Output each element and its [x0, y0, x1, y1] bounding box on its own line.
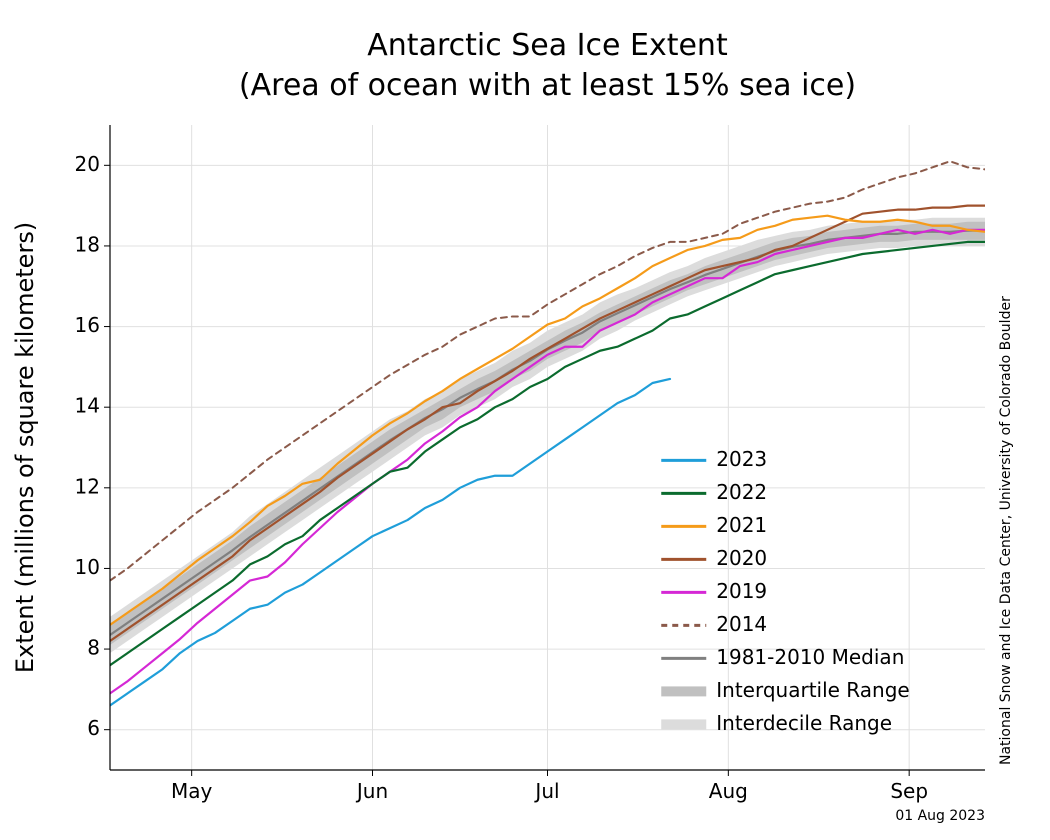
chart-container: 6 8 10 12 14 16 18 20 May Jun Jul Aug Sep Antarctic S… [0, 0, 1050, 840]
credit-text: National Snow and Ice Data Center, Unive… [998, 296, 1014, 765]
date-stamp: 01 Aug 2023 [895, 808, 985, 824]
y-tick-label: 20 [75, 152, 100, 176]
y-tick-label: 16 [75, 313, 100, 337]
chart-bg [0, 0, 1050, 840]
x-tick-label: Aug [709, 779, 748, 803]
y-tick-label: 14 [75, 394, 100, 418]
chart-title-line2: (Area of ocean with at least 15% sea ice… [239, 68, 856, 103]
legend-label: 2014 [716, 612, 767, 636]
legend-label: Interdecile Range [716, 711, 892, 735]
y-axis-label: Extent (millions of square kilometers) [11, 222, 39, 673]
chart-title-line1: Antarctic Sea Ice Extent [367, 28, 728, 63]
chart-svg: 6 8 10 12 14 16 18 20 May Jun Jul Aug Sep Antarctic S… [0, 0, 1050, 840]
y-tick-label: 6 [87, 716, 100, 740]
y-tick-label: 12 [75, 474, 100, 498]
y-tick-label: 8 [87, 636, 100, 660]
legend-label: Interquartile Range [716, 678, 909, 702]
legend-label: 1981-2010 Median [716, 645, 904, 669]
legend-label: 2021 [716, 513, 767, 537]
y-tick-label: 18 [75, 232, 100, 256]
legend-label: 2022 [716, 480, 767, 504]
y-tick-label: 10 [75, 555, 100, 579]
x-tick-label: May [171, 779, 213, 803]
legend-label: 2020 [716, 546, 767, 570]
legend-label: 2023 [716, 447, 767, 471]
x-tick-label: Sep [890, 779, 928, 803]
legend-label: 2019 [716, 579, 767, 603]
x-tick-label: Jul [533, 779, 559, 803]
x-tick-label: Jun [355, 779, 388, 803]
